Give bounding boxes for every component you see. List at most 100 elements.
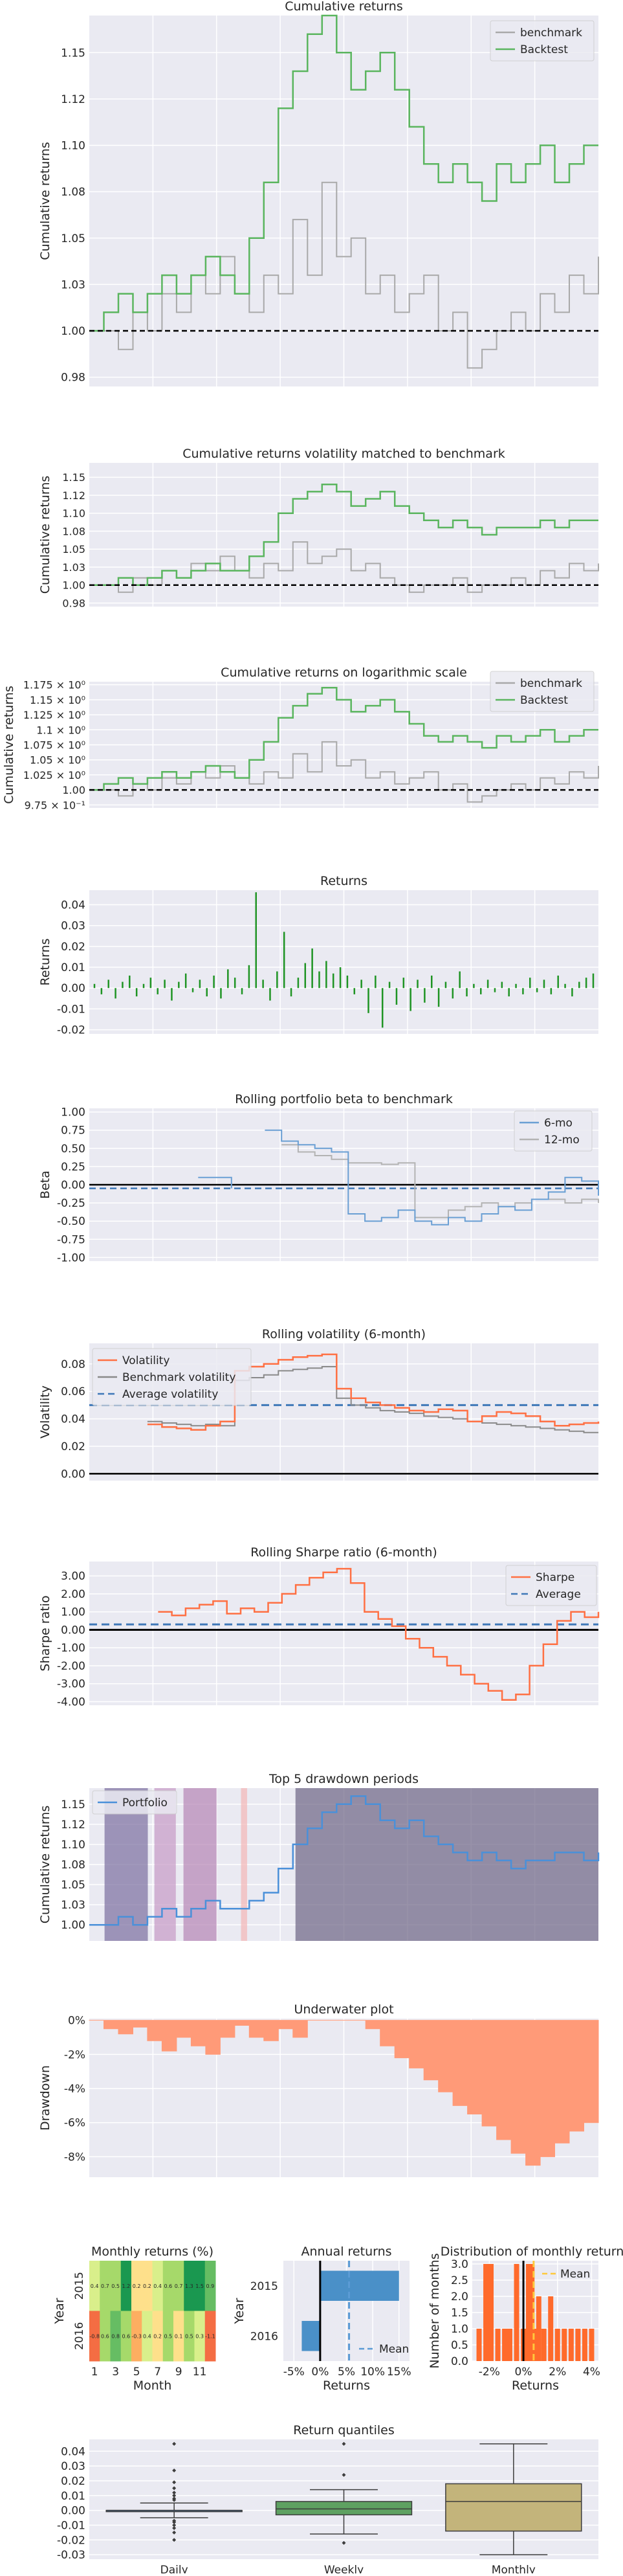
underwater-ytick: -4% — [64, 2083, 85, 2096]
vol-ylabel: Volatility — [38, 1385, 52, 1439]
monthly-cell-label: 0.1 — [175, 2333, 183, 2339]
beta-ytick: -0.50 — [57, 1215, 85, 1228]
dist-bar — [507, 2329, 512, 2361]
annual-xtick: 15% — [387, 2366, 411, 2379]
monthly-cell-label: 0.6 — [164, 2283, 173, 2289]
volmatch-ytick: 1.08 — [62, 525, 85, 537]
monthly-cell-label: 0.2 — [133, 2283, 141, 2289]
logscale-ytick: 1.05 × 10⁰ — [30, 754, 85, 767]
drawdown-ytick: 1.12 — [61, 1819, 85, 1831]
dist-xtick: -2% — [479, 2366, 500, 2379]
dist-bar — [525, 2264, 531, 2361]
monthly-cell — [184, 2311, 195, 2362]
beta-title: Rolling portfolio beta to benchmark — [235, 1092, 453, 1106]
dist-ytick: 3.0 — [451, 2258, 468, 2271]
monthly-cell — [173, 2261, 184, 2311]
beta-ylabel: Beta — [38, 1170, 52, 1199]
vol-chart: 0.08 0.06 0.04 0.02 0.00 Rolling volatility (… — [38, 1327, 600, 1481]
beta-ytick: 0.50 — [61, 1143, 85, 1156]
quantile-outlier — [342, 2472, 346, 2477]
monthly-xtick: 1 — [91, 2366, 98, 2379]
sharpe-legend-label: Sharpe — [536, 1571, 574, 1584]
annual-bar — [320, 2270, 399, 2301]
drawdown-period-band — [183, 1788, 217, 1941]
returns-ytick: 0.00 — [61, 982, 85, 995]
sharpe-ylabel: Sharpe ratio — [38, 1595, 52, 1671]
dist-ytick: 0.0 — [451, 2355, 468, 2368]
beta-legend-label: 12-mo — [544, 1134, 580, 1147]
returns-ytick: 0.01 — [61, 961, 85, 974]
quantiles-chart: 0.04 0.03 0.02 0.01 0.00-0.01 -0.02 -0.03 Retur… — [57, 2423, 598, 2576]
vol-ytick: 0.06 — [61, 1385, 85, 1398]
quantile-outlier — [172, 2526, 177, 2531]
quantile-outlier — [172, 2468, 177, 2472]
cumret-ylabel: Cumulative returns — [38, 142, 52, 260]
quantile-outlier — [172, 2491, 177, 2495]
sharpe-line — [158, 1567, 600, 1701]
monthly-cell-label: 1.2 — [122, 2283, 131, 2289]
underwater-ytick: -8% — [64, 2151, 85, 2164]
drawdown-portfolio-line — [89, 1795, 600, 1926]
monthly-cell — [204, 2311, 216, 2362]
logscale-legend — [490, 671, 595, 712]
quantile-outlier — [342, 2441, 346, 2446]
dist-bar — [529, 2264, 535, 2361]
monthly-cell-label: 0.8 — [111, 2333, 120, 2339]
beta-12mo-line — [281, 1144, 599, 1218]
annual-xtick: 0% — [311, 2366, 329, 2379]
monthly-xtick: 3 — [112, 2366, 119, 2379]
underwater-ytick: -6% — [64, 2117, 85, 2130]
logscale-backtest-line — [89, 687, 598, 791]
underwater-ytick: 0% — [68, 2015, 85, 2028]
cumret-ytick: 1.05 — [61, 232, 85, 245]
monthly-cell-label: 0.2 — [143, 2283, 151, 2289]
beta-ytick: 0.75 — [61, 1125, 85, 1137]
annual-returns-chart: Annual returns -5% 0% 5% 10% 15% 2015 2016 Mean R… — [232, 2245, 411, 2393]
vol-ytick: 0.00 — [61, 1468, 85, 1481]
monthly-cell — [110, 2311, 122, 2362]
monthly-cell-label: 1.3 — [185, 2283, 193, 2289]
monthly-cell — [142, 2261, 153, 2311]
dist-bar — [562, 2329, 567, 2361]
monthly-cell-label: 0.4 — [143, 2333, 151, 2339]
dist-ytick: 0.5 — [451, 2339, 468, 2352]
monthly-cell-label: 0.5 — [164, 2333, 173, 2339]
monthly-ylabel: Year — [52, 2298, 67, 2324]
dist-ytick: 1.0 — [451, 2323, 468, 2336]
drawdown-period-band — [241, 1788, 247, 1941]
monthly-xtick: 5 — [133, 2366, 140, 2379]
quantile-outlier — [172, 2493, 177, 2498]
annual-year-tick: 2016 — [250, 2330, 278, 2343]
annual-bar — [301, 2321, 320, 2351]
monthly-cell — [89, 2261, 100, 2311]
vol-legend-label: Average volatility — [122, 1388, 218, 1401]
returns-ytick: 0.02 — [61, 941, 85, 954]
sharpe-legend — [505, 1565, 597, 1606]
sharpe-ytick: -3.00 — [57, 1678, 85, 1691]
drawdown-title: Top 5 drawdown periods — [268, 1772, 419, 1786]
returns-ytick: -0.01 — [57, 1003, 85, 1016]
vol-legend-label: Volatility — [122, 1354, 169, 1367]
dist-xtick: 2% — [549, 2366, 566, 2379]
dist-bar — [554, 2329, 560, 2361]
cumret-ytick: 1.15 — [61, 47, 85, 60]
quantiles-xtick: Daily — [160, 2564, 188, 2573]
beta-ytick: -0.25 — [57, 1197, 85, 1210]
dist-bar — [488, 2264, 494, 2361]
underwater-ylabel: Drawdown — [38, 2065, 52, 2131]
cumret-legend — [490, 20, 595, 62]
monthly-cell — [184, 2261, 195, 2311]
volmatch-ytick: 1.03 — [62, 561, 85, 574]
logscale-legend-label: benchmark — [520, 677, 582, 690]
underwater-ytick: -2% — [64, 2048, 85, 2061]
underwater-area — [89, 2020, 599, 2166]
vol-ytick: 0.04 — [61, 1413, 85, 1426]
monthly-cell — [194, 2311, 206, 2362]
monthly-xtick: 7 — [154, 2366, 161, 2379]
logscale-title: Cumulative returns on logarithmic scale — [221, 666, 467, 680]
monthly-cell — [162, 2261, 174, 2311]
monthly-cell — [100, 2311, 111, 2362]
monthly-cell — [204, 2261, 216, 2311]
vol-benchmark-line — [147, 1366, 598, 1433]
cumret-backtest-line — [89, 14, 598, 332]
